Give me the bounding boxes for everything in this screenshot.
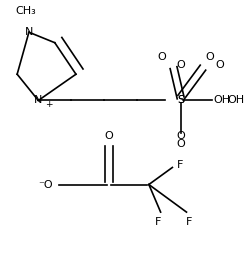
Text: F: F <box>186 217 192 227</box>
Text: OH: OH <box>214 96 231 106</box>
Text: F: F <box>177 160 184 170</box>
Text: +: + <box>45 100 53 109</box>
Text: S: S <box>177 96 184 106</box>
Text: O: O <box>205 53 214 62</box>
Text: O: O <box>176 139 185 149</box>
Text: O: O <box>104 131 113 141</box>
Text: F: F <box>155 217 162 227</box>
Text: ⁻O: ⁻O <box>38 180 52 190</box>
Text: S: S <box>177 96 184 106</box>
Text: CH₃: CH₃ <box>15 6 36 16</box>
Text: N: N <box>34 96 42 106</box>
Text: O: O <box>176 131 185 141</box>
Text: O: O <box>215 60 224 70</box>
Text: O: O <box>158 53 166 62</box>
Text: N: N <box>25 27 33 37</box>
Text: O: O <box>176 60 185 70</box>
Text: OH: OH <box>228 96 245 106</box>
